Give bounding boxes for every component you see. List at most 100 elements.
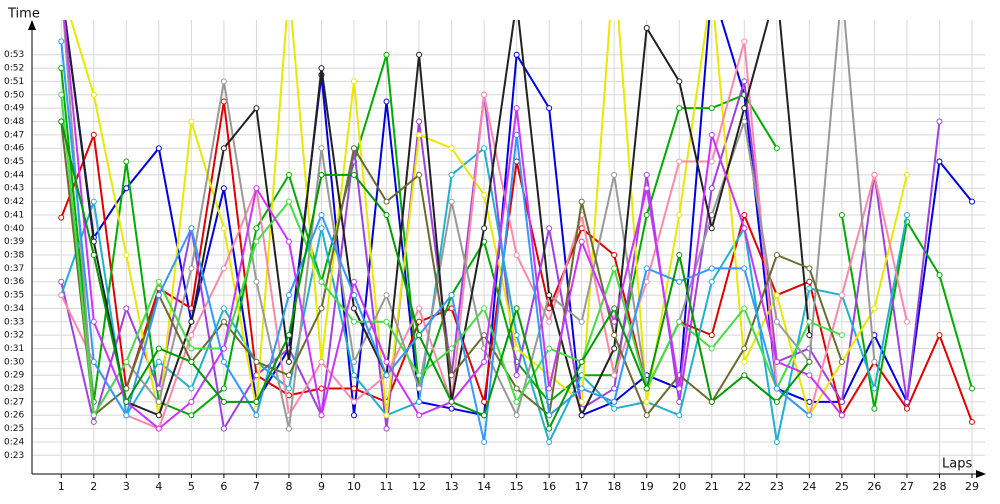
data-point — [90, 412, 97, 419]
data-point — [188, 225, 195, 232]
data-point — [285, 332, 292, 339]
data-point — [253, 225, 260, 232]
data-point — [903, 405, 910, 412]
y-tick-label: 0:25 — [4, 424, 24, 434]
data-point — [936, 272, 943, 279]
y-tick-label: 0:49 — [4, 104, 24, 114]
data-point — [481, 412, 488, 419]
data-point — [741, 265, 748, 272]
data-point — [708, 398, 715, 405]
data-point — [351, 318, 358, 325]
y-tick-label: 0:23 — [4, 451, 24, 461]
data-point — [351, 372, 358, 379]
x-tick-label: 11 — [380, 480, 394, 493]
data-point — [188, 412, 195, 419]
data-point — [773, 398, 780, 405]
x-tick-label: 23 — [770, 480, 784, 493]
data-point — [676, 385, 683, 392]
data-point — [58, 91, 65, 98]
data-point — [123, 305, 130, 312]
y-tick-label: 0:33 — [4, 317, 24, 327]
data-point — [773, 252, 780, 259]
data-point — [513, 385, 520, 392]
data-point — [708, 185, 715, 192]
x-tick-label: 8 — [285, 480, 292, 493]
data-point — [838, 332, 845, 339]
data-point — [708, 278, 715, 285]
data-point — [838, 412, 845, 419]
data-point — [58, 278, 65, 285]
data-point — [351, 358, 358, 365]
data-point — [253, 398, 260, 405]
data-point — [383, 198, 390, 205]
data-point — [123, 412, 130, 419]
data-point — [318, 211, 325, 218]
data-point — [58, 292, 65, 299]
data-point — [416, 398, 423, 405]
data-point — [643, 278, 650, 285]
data-point — [188, 265, 195, 272]
data-point — [741, 38, 748, 45]
data-point — [351, 145, 358, 152]
x-tick-label: 9 — [318, 480, 325, 493]
data-point — [416, 332, 423, 339]
data-point — [741, 118, 748, 125]
data-point — [383, 51, 390, 58]
data-point — [676, 278, 683, 285]
data-point — [351, 412, 358, 419]
data-point — [416, 305, 423, 312]
data-point — [253, 238, 260, 245]
x-tick-label: 13 — [445, 480, 459, 493]
data-point — [351, 278, 358, 285]
data-point — [351, 78, 358, 85]
data-point — [611, 265, 618, 272]
data-point — [285, 198, 292, 205]
data-point — [155, 358, 162, 365]
data-point — [513, 372, 520, 379]
data-point — [806, 358, 813, 365]
data-point — [513, 305, 520, 312]
data-point — [285, 171, 292, 178]
series-line — [62, 20, 876, 430]
data-point — [968, 198, 975, 205]
y-tick-label: 0:36 — [4, 277, 24, 287]
data-point — [285, 425, 292, 432]
data-point — [611, 305, 618, 312]
data-point — [481, 305, 488, 312]
data-point — [773, 438, 780, 445]
data-point — [123, 158, 130, 165]
data-point — [643, 412, 650, 419]
data-point — [741, 105, 748, 112]
data-point — [578, 318, 585, 325]
x-axis-arrow — [976, 470, 986, 478]
x-tick-label: 25 — [835, 480, 849, 493]
data-point — [318, 385, 325, 392]
x-tick-label: 10 — [347, 480, 361, 493]
data-point — [253, 358, 260, 365]
data-point — [708, 105, 715, 112]
data-point — [708, 158, 715, 165]
data-point — [773, 358, 780, 365]
data-point — [838, 358, 845, 365]
data-point — [123, 252, 130, 259]
data-point — [481, 398, 488, 405]
data-point — [708, 332, 715, 339]
data-point — [188, 385, 195, 392]
data-point — [871, 305, 878, 312]
data-point — [741, 78, 748, 85]
data-point — [741, 372, 748, 379]
y-tick-label: 0:47 — [4, 130, 24, 140]
data-point — [58, 214, 65, 221]
data-point — [546, 318, 553, 325]
data-point — [155, 398, 162, 405]
data-point — [448, 405, 455, 412]
data-point — [351, 398, 358, 405]
data-point — [383, 211, 390, 218]
x-tick-label: 22 — [737, 480, 751, 493]
data-point — [546, 292, 553, 299]
data-point — [708, 345, 715, 352]
data-point — [871, 385, 878, 392]
x-tick-label: 14 — [477, 480, 491, 493]
y-tick-label: 0:38 — [4, 251, 24, 261]
